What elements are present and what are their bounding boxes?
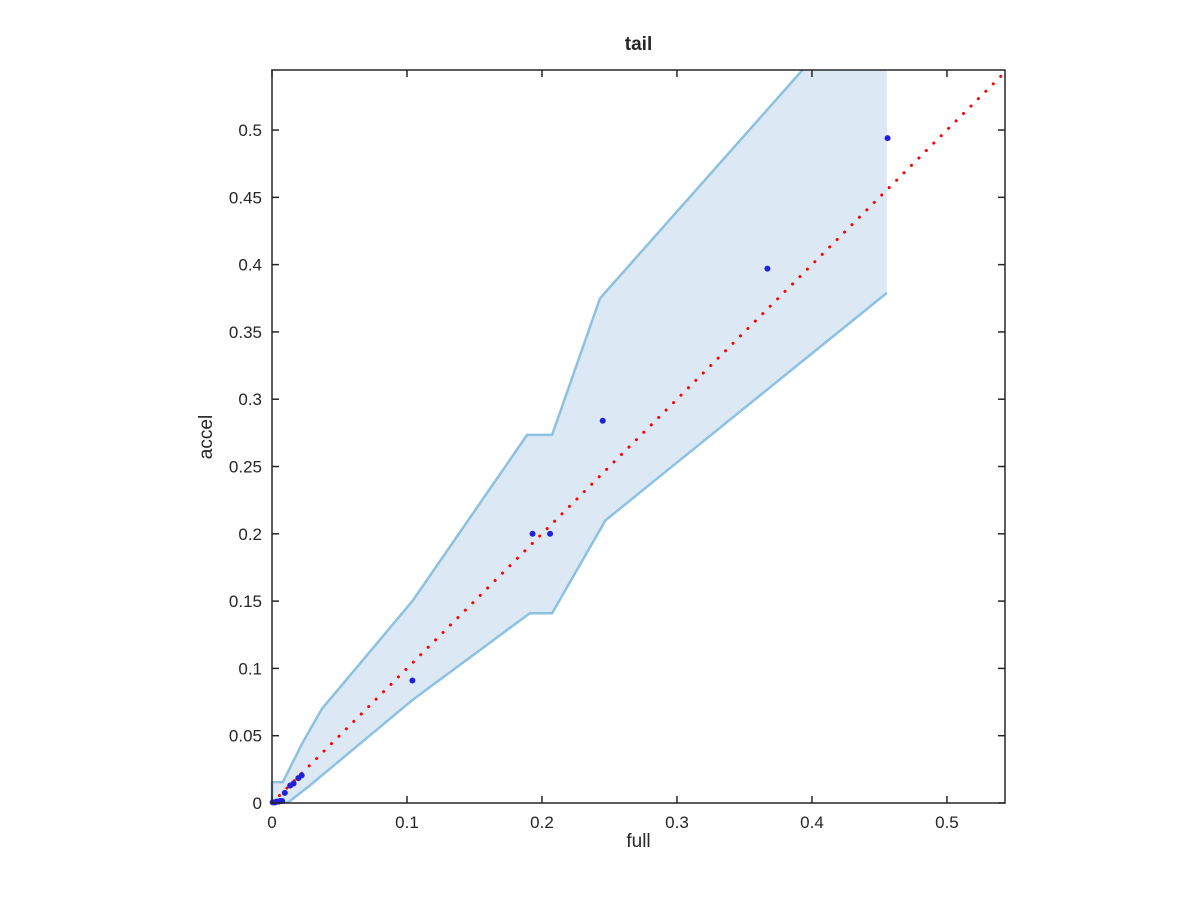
scatter-point (884, 135, 891, 142)
x-tick-label: 0.3 (665, 813, 689, 832)
chart-title: tail (624, 34, 653, 55)
scatter-point (764, 265, 771, 272)
y-tick-label: 0.5 (238, 121, 262, 140)
scatter-point (281, 789, 288, 796)
y-tick-label: 0.45 (229, 188, 262, 207)
scatter-point (409, 677, 416, 684)
x-tick-label: 0.5 (935, 813, 959, 832)
y-tick-label: 0 (253, 794, 262, 813)
y-tick-label: 0.2 (238, 525, 262, 544)
y-tick-label: 0.05 (229, 727, 262, 746)
confidence-band-upper-edge (270, 69, 804, 803)
x-tick-label: 0.4 (800, 813, 824, 832)
y-tick-label: 0.1 (238, 659, 262, 678)
scatter-point (298, 772, 305, 779)
y-tick-label: 0.3 (238, 390, 262, 409)
x-tick-label: 0.1 (395, 813, 419, 832)
x-tick-label: 0 (267, 813, 276, 832)
scatter-point (290, 780, 297, 787)
scatter-point (547, 530, 554, 537)
x-tick-label: 0.2 (530, 813, 554, 832)
y-axis-label: accel (196, 414, 217, 460)
x-axis-label: full (626, 831, 651, 852)
scatter-point (599, 417, 606, 424)
confidence-band-lower-edge (271, 291, 888, 805)
y-tick-label: 0.4 (238, 256, 262, 275)
y-tick-label: 0.35 (229, 323, 262, 342)
y-tick-label: 0.25 (229, 458, 262, 477)
confidence-band-area (272, 70, 887, 803)
y-tick-label: 0.15 (229, 592, 262, 611)
scatter-point (529, 530, 536, 537)
identity-reference-line (270, 70, 1007, 805)
axes-box (271, 69, 1006, 804)
